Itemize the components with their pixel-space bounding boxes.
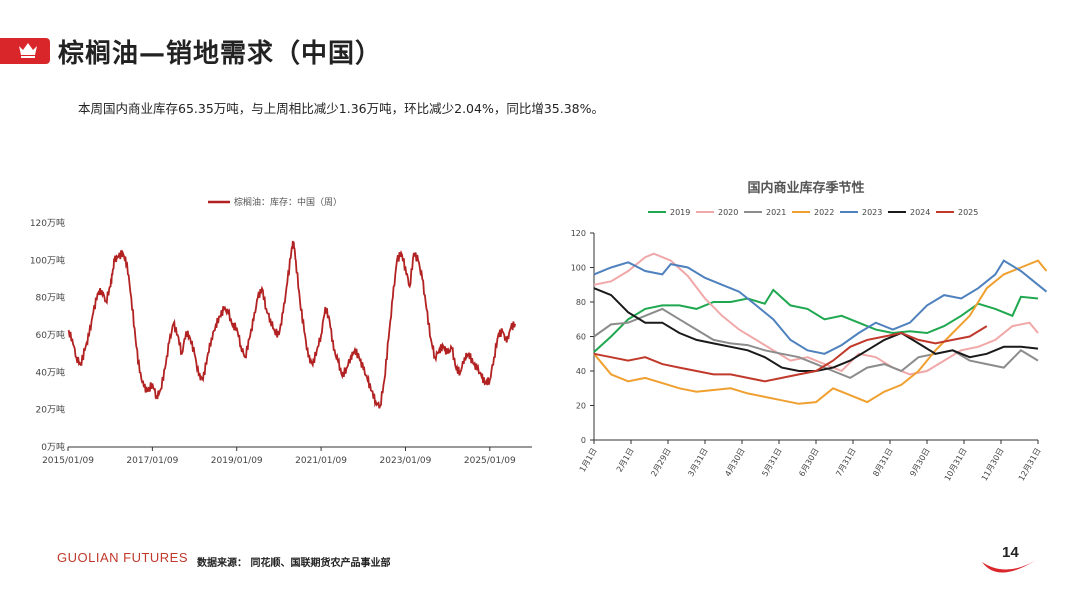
y-tick-label: 80万吨 [36, 292, 65, 304]
legend-label-2023: 2023 [862, 208, 882, 217]
page-swoosh-icon [982, 560, 1036, 573]
y-tick-label: 100 [571, 264, 586, 273]
left-chart-inventory: 棕榈油：库存：中国（周） 0万吨 20万吨 40万吨 60万吨 80万吨 100万吨 120万… [30, 196, 532, 466]
x-tick-label: 2月29日 [649, 447, 672, 479]
crown-icon [19, 43, 37, 58]
x-tick-label: 11月30日 [980, 447, 1006, 483]
y-tick-label: 20 [576, 402, 586, 411]
y-tick-label: 120万吨 [30, 217, 65, 229]
x-tick-label: 12月31日 [1017, 447, 1043, 483]
series-line-2020 [593, 252, 1039, 376]
summary-text: 本周国内商业库存65.35万吨，与上周相比减少1.36万吨，环比减少2.04%，… [78, 101, 604, 116]
x-tick-label: 10月31日 [943, 447, 969, 483]
x-tick-label: 2017/01/09 [126, 456, 178, 466]
x-tick-label: 3月31日 [686, 447, 709, 479]
y-tick-label: 60 [576, 333, 586, 342]
x-tick-label: 8月31日 [871, 447, 894, 479]
x-tick-label: 2019/01/09 [211, 456, 263, 466]
legend-label-2021: 2021 [766, 208, 786, 217]
x-tick-label: 9月30日 [908, 447, 931, 479]
y-tick-label: 20万吨 [36, 404, 65, 416]
legend-label-2022: 2022 [814, 208, 834, 217]
page-number: 14 [1002, 544, 1019, 561]
y-tick-label: 80 [576, 298, 586, 307]
x-tick-label: 2月1日 [615, 447, 636, 474]
series-line-2025 [593, 325, 988, 383]
x-tick-label: 7月31日 [834, 447, 857, 479]
footer-source: 数据来源： 同花顺、国联期货农产品事业部 [197, 558, 391, 569]
y-tick-label: 40 [576, 367, 586, 376]
right-chart-seasonality: 国内商业库存季节性 2019 2020 2021 2022 2023 2024 2025 0 20… [571, 180, 1048, 483]
page-title: 棕榈油—销地需求（中国） [58, 39, 383, 69]
y-tick-label: 60万吨 [36, 329, 65, 341]
y-tick-label: 120 [571, 229, 586, 238]
series-line-2022 [593, 259, 1048, 405]
y-tick-label: 40万吨 [36, 366, 65, 378]
title-bar: 棕榈油—销地需求（中国） [0, 30, 1080, 70]
series-line-2019 [593, 288, 1039, 353]
x-tick-label: 2023/01/09 [380, 456, 432, 466]
y-tick-label: 0万吨 [41, 441, 65, 453]
y-tick-label: 100万吨 [30, 254, 65, 266]
legend-label-2019: 2019 [670, 208, 690, 217]
y-tick-label: 0 [581, 436, 586, 445]
x-tick-label: 6月30日 [797, 447, 820, 479]
series-line-2023 [593, 259, 1048, 355]
x-tick-label: 2025/01/09 [464, 456, 516, 466]
series-line-2024 [593, 287, 1039, 372]
series-line-2021 [593, 307, 1039, 380]
x-tick-label: 2021/01/09 [295, 456, 347, 466]
legend-label: 棕榈油：库存：中国（周） [234, 196, 342, 208]
legend-label-2024: 2024 [910, 208, 930, 217]
legend-label-2020: 2020 [718, 208, 738, 217]
title-badge [0, 38, 50, 64]
x-tick-label: 5月31日 [760, 447, 783, 479]
footer-brand: GUOLIAN FUTURES [57, 550, 189, 565]
series-line-inventory [67, 240, 516, 409]
x-tick-label: 4月30日 [723, 447, 746, 479]
x-tick-label: 1月1日 [578, 447, 599, 474]
x-tick-label: 2015/01/09 [42, 456, 94, 466]
legend-label-2025: 2025 [958, 208, 978, 217]
chart-title: 国内商业库存季节性 [747, 180, 864, 196]
